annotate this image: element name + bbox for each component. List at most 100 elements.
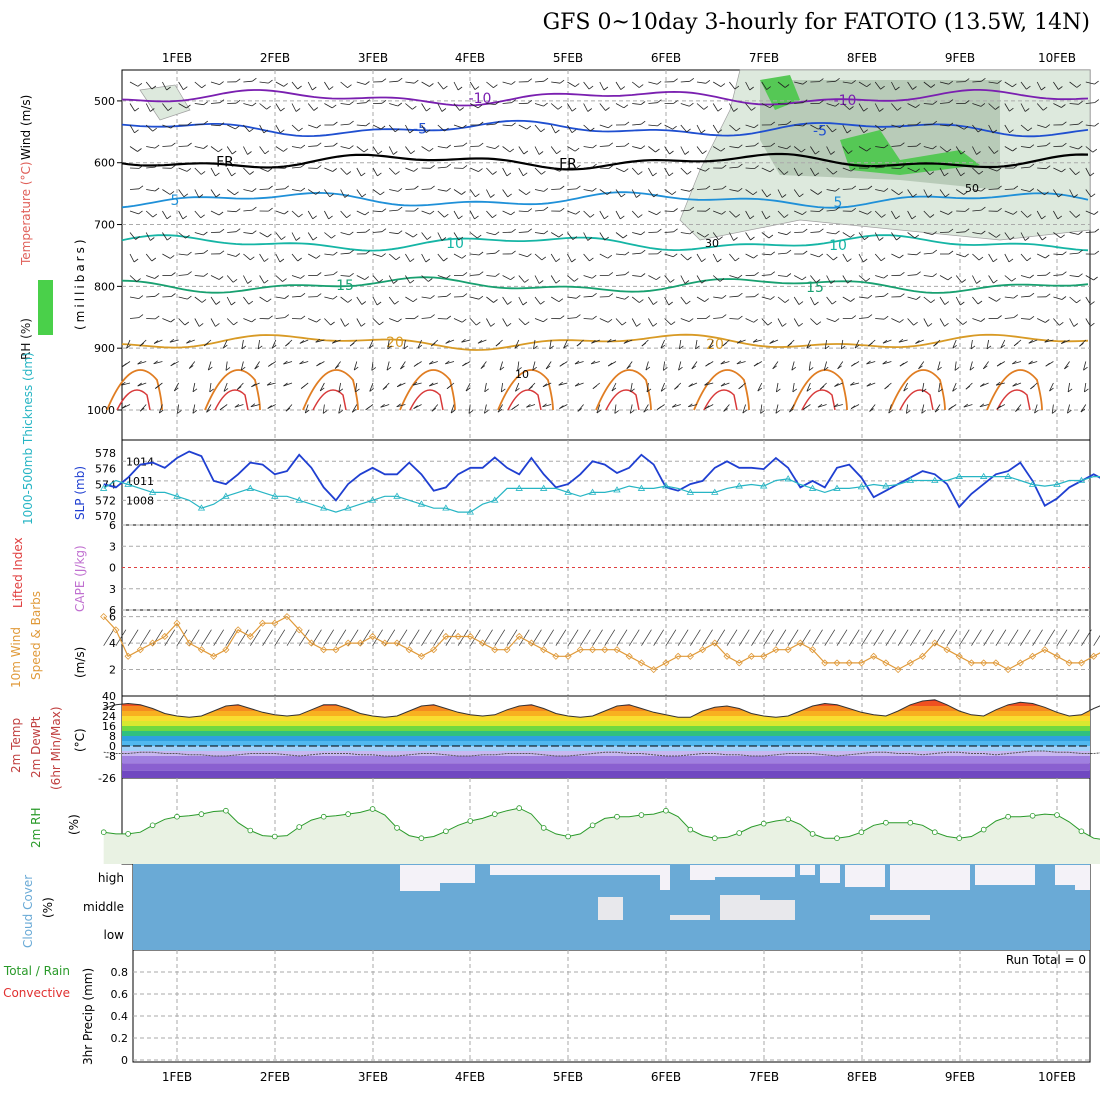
rh-point [1029, 812, 1036, 819]
wind-barb-feather [247, 280, 252, 284]
wind-barb-feather [884, 385, 889, 390]
wind-barb [1012, 361, 1022, 365]
wind-barb-feather [281, 236, 286, 240]
wind-barb-10m [176, 629, 188, 646]
wind-barb-feather [672, 253, 678, 258]
wind-barb [679, 339, 682, 349]
wind-barb [243, 124, 250, 132]
wind-barb-feather [527, 253, 532, 258]
thickness-point [1053, 480, 1061, 487]
wind-barb-feather [819, 208, 824, 212]
wind-barb [465, 382, 471, 392]
wind-barb-feather [571, 258, 576, 263]
wind-barb [882, 361, 892, 365]
temp-tick-label: 0 [109, 740, 116, 753]
wind-barb-10m [677, 629, 689, 646]
wind-barb [405, 103, 413, 110]
slp-line [103, 450, 1100, 509]
wind-barb-feather [607, 362, 613, 367]
wind-barb [875, 275, 884, 279]
thickness-point [124, 480, 132, 487]
wind-barb-10m [518, 629, 530, 646]
wind-barb-feather [686, 128, 691, 133]
wind-barb-feather [1041, 86, 1046, 91]
rh-point [956, 835, 962, 841]
wind-barb-feather [169, 191, 175, 195]
wind-barb [514, 339, 520, 349]
wind-barb-10m [482, 629, 493, 646]
wind-barb [243, 253, 251, 261]
temp-tick-label: 32 [102, 700, 116, 713]
wind-barb [817, 404, 827, 408]
wind-barb-feather [543, 206, 549, 211]
wind-barb [259, 146, 266, 155]
wind-barb-feather [167, 107, 173, 111]
wind-barb-10m [910, 629, 921, 646]
wind-barb [777, 123, 788, 126]
cloud-level-label: low [104, 928, 125, 942]
wind-barb-feather [319, 387, 325, 392]
wind-barb [680, 209, 690, 212]
wind-barb [369, 382, 374, 392]
wind-barb [907, 253, 917, 256]
wind-barb [437, 124, 445, 132]
wind-barb [429, 361, 438, 365]
wind-barb [486, 81, 494, 89]
wind-barb-feather [218, 211, 224, 216]
wind-barb-feather [263, 279, 269, 284]
wind-barb-feather [555, 279, 561, 284]
wind-barb [1083, 361, 1087, 371]
wind-barb-10m [445, 629, 457, 646]
wind-barb [210, 167, 216, 177]
wind-barb [972, 209, 982, 212]
wind-barb [875, 166, 885, 169]
thickness-point [588, 488, 597, 495]
wind-barb-feather [623, 104, 629, 109]
wind-barb-feather [786, 249, 792, 254]
wind-barb-feather [576, 342, 582, 347]
wind-barb [680, 146, 686, 155]
wind-barb-10m [127, 629, 139, 646]
wind-barb-feather [206, 408, 211, 413]
wind-barb [210, 124, 221, 127]
wind-barb-feather [883, 144, 889, 149]
wind-barb-feather [705, 79, 711, 84]
wind-barb-feather [769, 168, 775, 173]
wind-speed-point [796, 639, 804, 647]
wind-barb-feather [1029, 163, 1035, 168]
rh-point [516, 805, 522, 811]
wind-barb [1000, 339, 1006, 349]
wind-barb [1085, 231, 1095, 233]
wind-barb [1044, 339, 1054, 343]
wind-barb-feather [832, 170, 838, 175]
wind-barb-feather [704, 405, 710, 410]
wind-barb [729, 232, 734, 241]
wind-barb [356, 296, 363, 305]
wind-barb-feather [653, 193, 658, 198]
wind-barb [631, 167, 639, 175]
wind-barb-feather [444, 127, 449, 132]
wind-barb-feather [203, 231, 208, 236]
rh-area [103, 808, 1100, 864]
wind-barb [194, 189, 200, 198]
wind-barb-feather [333, 142, 338, 147]
rh-point [834, 835, 840, 841]
wind-barb [502, 296, 508, 305]
wind-barb-feather [430, 295, 435, 299]
wind-barb-feather [506, 172, 512, 177]
wind-barb [874, 232, 880, 241]
wind-barb [332, 339, 341, 344]
wind-barb-feather [556, 150, 561, 155]
wind-barb [745, 145, 755, 147]
wind-barb-10m [690, 629, 701, 646]
rh-point [785, 816, 791, 823]
wind-barb-feather [188, 365, 194, 369]
wind-barb-feather [219, 228, 225, 233]
wind-barb-feather [702, 150, 707, 155]
wind-barb [177, 404, 179, 414]
wind-barb-feather [916, 271, 921, 276]
wind-barb [307, 210, 314, 219]
wind-barb [515, 382, 520, 392]
wind-barb [307, 81, 313, 91]
wind-speed-point [124, 652, 132, 660]
